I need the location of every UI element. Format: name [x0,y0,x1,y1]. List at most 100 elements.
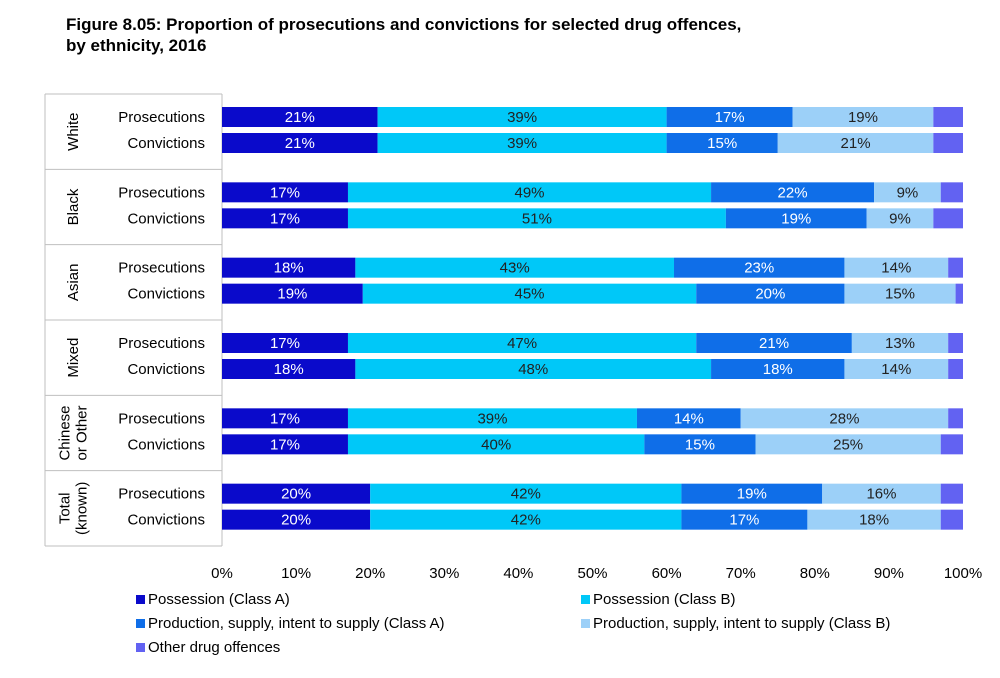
data-label: 19% [277,286,307,303]
data-label: 17% [270,210,300,227]
bar-segment [370,483,682,504]
bar-segment [948,359,963,379]
bar-segment [792,107,934,127]
data-label: 14% [881,260,911,277]
row-label: Convictions [127,286,205,303]
bar-segment [355,359,712,379]
data-label: 23% [744,260,774,277]
data-label: 19% [848,109,878,126]
bar-segment [948,408,963,429]
data-label: 17% [270,436,300,453]
bar-segment [725,208,867,229]
data-label: 20% [281,486,311,503]
bar-segment [822,483,941,504]
data-label: 9% [897,184,919,201]
data-label: 15% [685,436,715,453]
legend-label: Other drug offences [148,639,281,656]
data-label: 17% [270,184,300,201]
data-label: 45% [514,286,544,303]
bar-segment [740,408,949,429]
group-label: (known) [73,482,90,535]
data-label: 48% [518,361,548,378]
legend-item: Other drug offences [136,639,280,656]
bar-segment [844,359,949,379]
bar-segment [674,257,845,278]
legend-swatch [136,595,145,604]
group-label: or Other [73,405,90,460]
bar-segment [347,182,712,203]
group-label: Black [65,188,82,225]
data-label: 39% [477,410,507,427]
legend-label: Production, supply, intent to supply (Cl… [148,615,445,632]
bar-segment [370,509,682,530]
data-label: 25% [833,436,863,453]
chart-title: Figure 8.05: Proportion of prosecutions … [66,14,966,56]
bar-segment [222,333,348,353]
bar-segment [777,133,934,153]
group-label: Total [56,492,73,524]
bar-segment [222,182,348,203]
data-label: 15% [885,286,915,303]
bar-segment [940,509,963,530]
bar-segment [933,107,963,127]
legend-swatch [136,619,145,628]
bar-segment [755,434,941,455]
chart-title-line-1: Figure 8.05: Proportion of prosecutions … [66,15,742,34]
x-tick-label: 50% [577,565,607,582]
data-label: 47% [507,335,537,352]
group-label: Chinese [56,405,73,460]
bar-segment [636,408,741,429]
bar-segment [933,208,963,229]
data-label: 49% [514,184,544,201]
legend-item: Possession (Class A) [136,591,290,608]
bar-segment [222,434,348,455]
data-label: 21% [841,135,871,152]
data-label: 40% [481,436,511,453]
row-label: Prosecutions [118,486,205,503]
legend-label: Possession (Class B) [593,591,736,608]
bar-segment [222,509,371,530]
bar-segment [347,434,645,455]
bar-segment [362,283,697,304]
data-label: 51% [522,210,552,227]
data-label: 20% [281,512,311,529]
data-label: 18% [763,361,793,378]
row-label: Convictions [127,135,205,152]
data-label: 39% [507,135,537,152]
data-label: 17% [715,109,745,126]
data-label: 17% [729,512,759,529]
data-label: 22% [778,184,808,201]
data-label: 42% [511,512,541,529]
group-label: Mixed [65,338,82,378]
legend-swatch [136,643,145,652]
legend-item: Production, supply, intent to supply (Cl… [136,615,445,632]
x-tick-label: 20% [355,565,385,582]
data-label: 21% [285,109,315,126]
x-tick-label: 90% [874,565,904,582]
data-label: 28% [829,410,859,427]
bar-segment [874,182,941,203]
data-label: 13% [885,335,915,352]
bar-segment [377,133,667,153]
bar-segment [866,208,934,229]
bar-segment [347,408,637,429]
data-label: 17% [270,335,300,352]
bar-segment [681,483,823,504]
stacked-bar-chart: White Prosecutions 21% 39% 17% 19% Convictions… [44,93,982,582]
row-label: Prosecutions [118,109,205,126]
x-tick-label: 30% [429,565,459,582]
legend-item: Possession (Class B) [581,591,736,608]
data-label: 15% [707,135,737,152]
bar-segment [948,257,963,278]
bar-segment [696,333,852,353]
row-label: Prosecutions [118,410,205,427]
bar-segment [222,257,356,278]
data-label: 16% [866,486,896,503]
bar-segment [711,182,875,203]
bar-segment [644,434,756,455]
bar-segment [222,133,378,153]
data-label: 19% [737,486,767,503]
bar-segment [347,333,697,353]
bar-segment [222,359,356,379]
row-label: Prosecutions [118,184,205,201]
